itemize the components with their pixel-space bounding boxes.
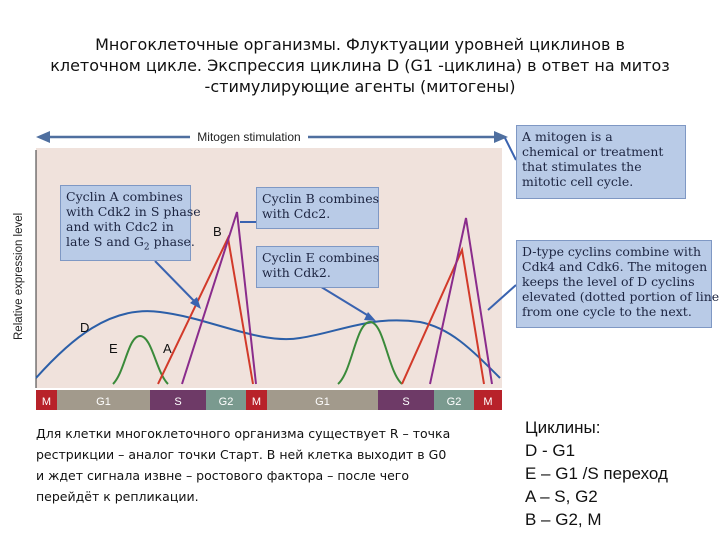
cyclin-b-curve-2 bbox=[429, 217, 493, 385]
text-line: Для клетки многоклеточного организма сущ… bbox=[36, 426, 451, 441]
phase-label-g1: G1 bbox=[96, 396, 111, 408]
phase-label-m: M bbox=[252, 396, 261, 408]
cyclin-b-curve-1 bbox=[181, 211, 257, 385]
phase-bar: M G1 S G2 M G1 S G2 M bbox=[36, 390, 502, 410]
phase-label-g1: G1 bbox=[315, 396, 330, 408]
title-line-1: Многоклеточные организмы. Флуктуации уро… bbox=[95, 35, 625, 54]
pointer-cyclin-a bbox=[154, 260, 199, 306]
callout-text: elevated (dotted portion of line) bbox=[522, 289, 720, 304]
callout-text: with Cdk2 in S phase bbox=[66, 204, 201, 219]
callout-text: mitotic cell cycle. bbox=[522, 174, 634, 189]
pointer-cyclin-e bbox=[317, 284, 373, 319]
cyclin-item: E – G1 /S переход bbox=[525, 464, 668, 483]
callout-text: D-type cyclins combine with bbox=[522, 244, 702, 259]
callout-text: chemical or treatment bbox=[522, 144, 664, 159]
phase-label-g2: G2 bbox=[219, 396, 234, 408]
callout-d-type: D-type cyclins combine with Cdk4 and Cdk… bbox=[516, 240, 720, 328]
pointer-d-type bbox=[487, 284, 517, 311]
callout-text: Cyclin E combines bbox=[262, 250, 379, 265]
callout-text: Cdk4 and Cdk6. The mitogen bbox=[522, 259, 708, 274]
callout-cyclin-e: Cyclin E combines with Cdk2. bbox=[256, 246, 379, 288]
callout-text: late S and G2 phase. bbox=[66, 234, 195, 252]
label-a: A bbox=[163, 341, 172, 356]
phase-label-s: S bbox=[402, 396, 409, 408]
cyclin-a-curve-2 bbox=[401, 246, 485, 385]
callout-text: keeps the level of D cyclins bbox=[522, 274, 695, 289]
pointer-mitogen bbox=[504, 137, 517, 161]
callout-text: Cyclin B combines bbox=[262, 191, 380, 206]
callout-cyclin-a: Cyclin A combines with Cdk2 in S phase a… bbox=[60, 185, 201, 261]
title-line-3: -стимулирующие агенты (митогены) bbox=[204, 77, 516, 96]
phase-label-s: S bbox=[174, 396, 181, 408]
restriction-point-text: Для клетки многоклеточного организма сущ… bbox=[36, 423, 511, 507]
label-d: D bbox=[80, 320, 89, 335]
text-line: перейдёт к репликации. bbox=[36, 489, 199, 504]
cyclin-d-curve bbox=[35, 310, 501, 379]
cyclin-item: B – G2, M bbox=[525, 510, 602, 529]
callout-text-part: late S and G bbox=[66, 234, 144, 249]
text-line: и ждет сигнала извне – ростового фактора… bbox=[36, 468, 410, 483]
cyclins-heading: Циклины: bbox=[525, 418, 601, 437]
page-title: Многоклеточные организмы. Флуктуации уро… bbox=[20, 34, 700, 97]
callout-cyclin-b: Cyclin B combines with Cdc2. bbox=[256, 187, 379, 229]
callout-text: from one cycle to the next. bbox=[522, 304, 692, 319]
cyclin-item: A – S, G2 bbox=[525, 487, 598, 506]
callout-text: A mitogen is a bbox=[522, 129, 613, 144]
mitogen-label: Mitogen stimulation bbox=[197, 130, 300, 144]
text-line: рестрикции – аналог точки Старт. В ней к… bbox=[36, 447, 447, 462]
cyclins-list: Циклины: D - G1 E – G1 /S переход A – S,… bbox=[525, 416, 668, 531]
cyclin-e-curve-1 bbox=[112, 334, 169, 385]
callout-text: Cyclin A combines bbox=[66, 189, 183, 204]
phase-label-m: M bbox=[42, 396, 51, 408]
cyclin-e-curve-2 bbox=[337, 320, 403, 385]
callout-text-part: phase. bbox=[149, 234, 195, 249]
label-e: E bbox=[109, 341, 118, 356]
phase-label-g2: G2 bbox=[447, 396, 462, 408]
callout-text: with Cdc2. bbox=[262, 206, 331, 221]
y-axis-label: Relative expression level bbox=[13, 213, 25, 340]
label-b: B bbox=[213, 224, 222, 239]
callout-text: and with Cdc2 in bbox=[66, 219, 174, 234]
title-line-2: клеточном цикле. Экспрессия циклина D (G… bbox=[50, 56, 670, 75]
callout-mitogen: A mitogen is a chemical or treatment tha… bbox=[516, 125, 686, 199]
callout-text: with Cdk2. bbox=[262, 265, 331, 280]
phase-label-m: M bbox=[483, 396, 492, 408]
subscript: 2 bbox=[143, 242, 150, 253]
mitogen-arrow: Mitogen stimulation bbox=[36, 128, 508, 146]
callout-text: that stimulates the bbox=[522, 159, 642, 174]
cyclin-item: D - G1 bbox=[525, 441, 576, 460]
